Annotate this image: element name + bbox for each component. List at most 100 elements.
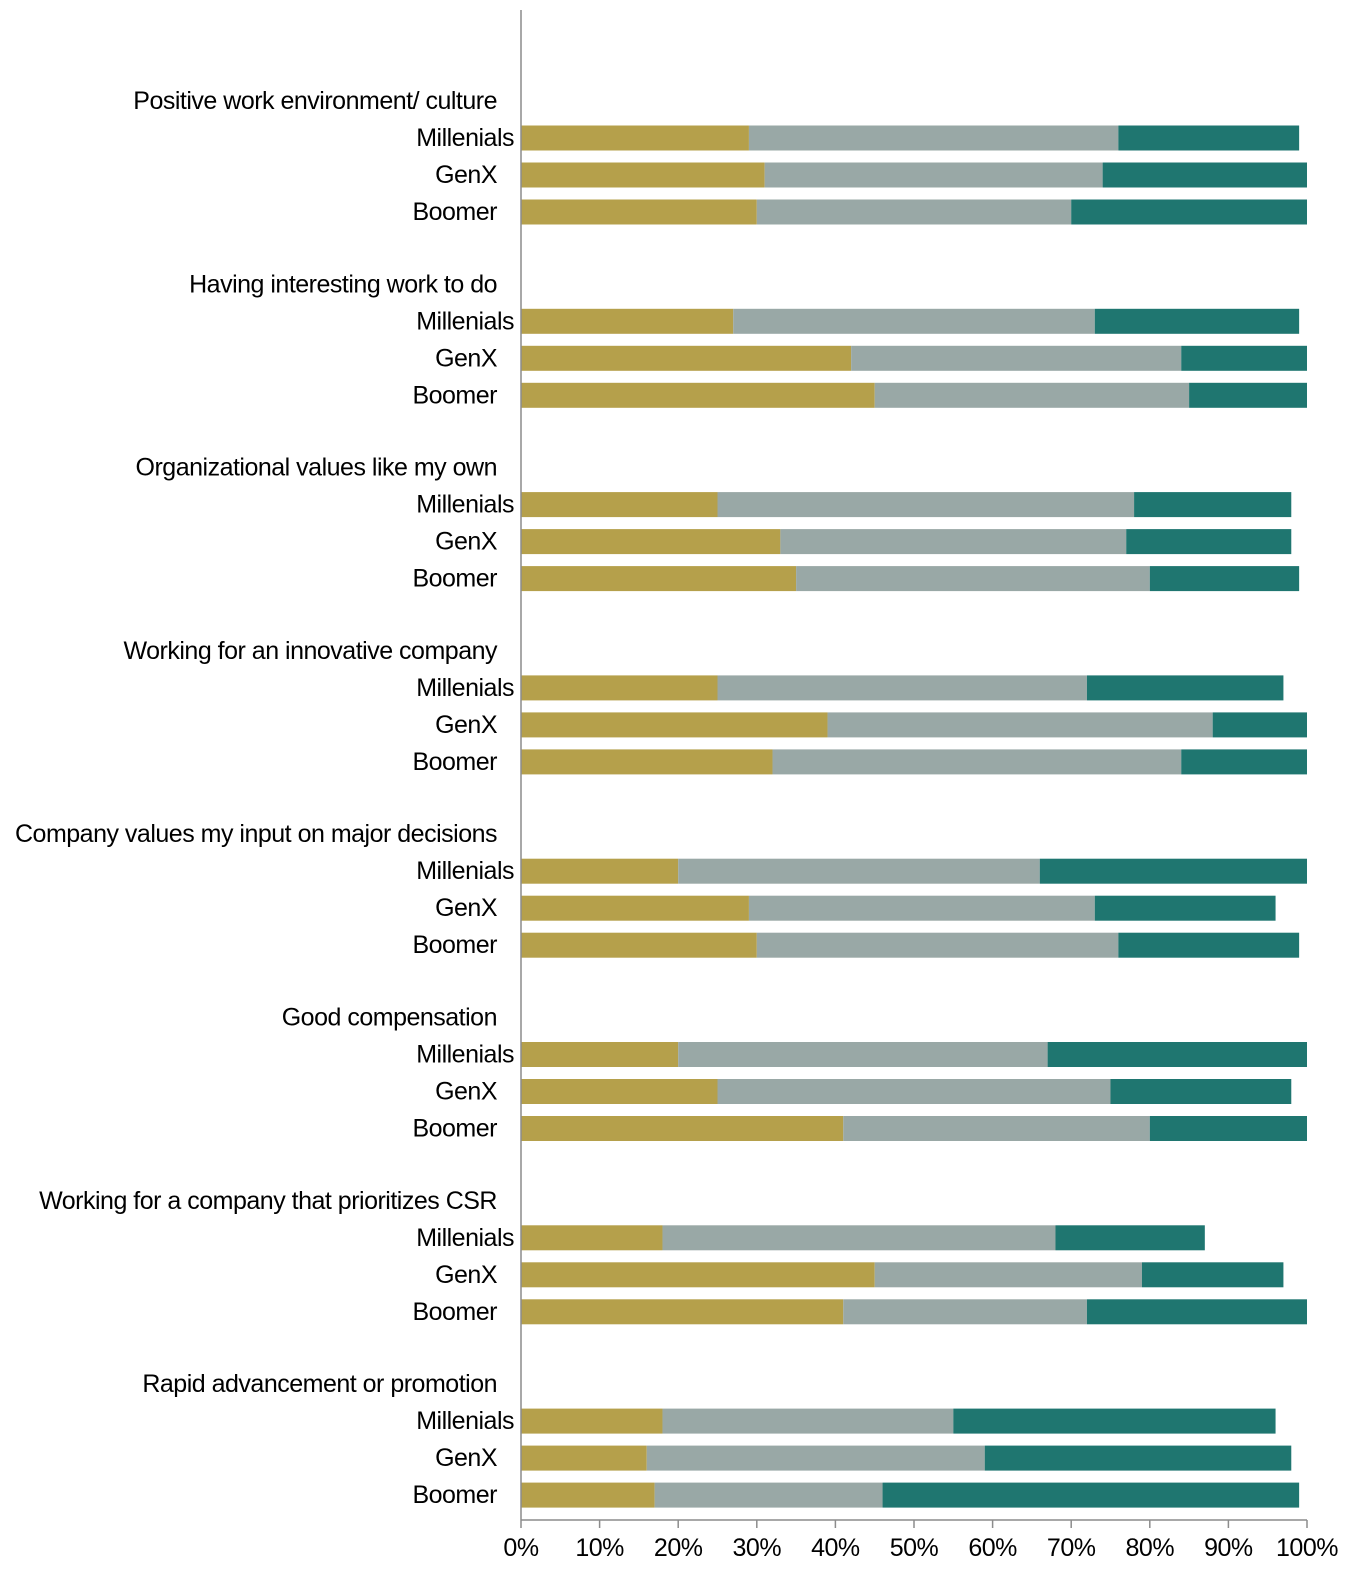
bar-segment	[756, 932, 1119, 958]
bar-segment	[882, 1482, 1300, 1508]
bar-segment	[772, 749, 1182, 775]
bar-segment	[717, 675, 1087, 701]
bars-layer	[521, 125, 1307, 1508]
bar-segment	[1118, 932, 1300, 958]
bar-segment	[678, 1042, 1048, 1067]
labels-layer: Positive work environment/ culture Millen…	[15, 87, 515, 1509]
row-label: Boomer	[412, 931, 497, 959]
x-tick-label: 50%	[890, 1534, 939, 1562]
bar-segment	[1086, 1299, 1307, 1325]
bar-segment	[1189, 382, 1307, 408]
x-tick-label: 40%	[811, 1534, 860, 1562]
bar-segment	[521, 529, 781, 555]
bar-segment	[796, 566, 1150, 592]
x-tick-label: 20%	[654, 1534, 703, 1562]
x-axis: 0% 10% 20% 30% 40% 50% 60% 70% 80% 90% 100%	[503, 10, 1339, 1562]
row-label: GenX	[435, 161, 498, 189]
group-title: Working for an innovative company	[123, 637, 498, 665]
bar-segment	[1126, 529, 1292, 555]
group-title: Working for a company that prioritizes C…	[39, 1187, 497, 1215]
group-title: Positive work environment/ culture	[133, 87, 497, 115]
bar-segment	[1118, 125, 1300, 151]
bar-segment	[662, 1225, 1056, 1251]
bar-segment	[717, 492, 1135, 518]
group-title: Company values my input on major decisio…	[15, 820, 497, 848]
row-label: GenX	[435, 528, 498, 556]
bar-segment	[1094, 308, 1300, 334]
x-tick-label: 90%	[1204, 1534, 1253, 1562]
group-title: Rapid advancement or promotion	[142, 1370, 497, 1398]
bar-segment	[521, 492, 718, 518]
bar-segment	[678, 858, 1040, 884]
bar-segment	[1181, 749, 1307, 775]
bar-segment	[827, 712, 1213, 738]
bar-segment	[521, 1482, 655, 1508]
bar-segment	[953, 1408, 1276, 1434]
bar-segment	[1212, 712, 1307, 738]
bar-segment	[1086, 675, 1284, 701]
row-label: Millenials	[416, 124, 514, 152]
x-tick-label: 30%	[733, 1534, 782, 1562]
bar-segment	[521, 1445, 647, 1471]
row-label: Boomer	[412, 381, 497, 409]
row-label: GenX	[435, 1444, 498, 1472]
bar-segment	[748, 125, 1119, 151]
bar-segment	[521, 895, 749, 921]
bar-segment	[1149, 1116, 1307, 1141]
bar-segment	[521, 382, 875, 408]
bar-segment	[521, 345, 852, 371]
bar-segment	[1110, 1079, 1292, 1104]
bar-segment	[521, 858, 679, 884]
row-label: Boomer	[412, 748, 497, 776]
bar-segment	[521, 1079, 718, 1104]
x-tick-label: 10%	[575, 1534, 624, 1562]
row-label: Millenials	[416, 1407, 514, 1435]
row-label: Boomer	[412, 1481, 497, 1509]
row-label: GenX	[435, 1078, 498, 1106]
x-tick-label: 80%	[1126, 1534, 1175, 1562]
bar-segment	[843, 1116, 1150, 1141]
bar-segment	[874, 382, 1190, 408]
bar-segment	[662, 1408, 954, 1434]
row-label: GenX	[435, 711, 498, 739]
x-tick-label: 100%	[1276, 1534, 1338, 1562]
group-title: Having interesting work to do	[189, 270, 497, 298]
bar-segment	[984, 1445, 1292, 1471]
group-title: Good compensation	[282, 1004, 497, 1032]
bar-segment	[521, 1408, 663, 1434]
bar-segment	[1181, 345, 1307, 371]
row-label: Millenials	[416, 307, 514, 335]
row-label: GenX	[435, 344, 498, 372]
bar-segment	[756, 199, 1072, 225]
x-tick-label: 70%	[1047, 1534, 1096, 1562]
bar-segment	[733, 308, 1095, 334]
bar-segment	[521, 125, 749, 151]
bar-segment	[1071, 199, 1307, 225]
bar-segment	[1047, 1042, 1307, 1067]
row-label: GenX	[435, 894, 498, 922]
bar-segment	[521, 749, 773, 775]
bar-segment	[521, 675, 718, 701]
bar-segment	[521, 1299, 844, 1325]
bar-segment	[851, 345, 1182, 371]
x-tick-label: 0%	[503, 1534, 538, 1562]
bar-segment	[1094, 895, 1276, 921]
bar-segment	[521, 1042, 679, 1067]
bar-segment	[874, 1262, 1142, 1288]
row-label: GenX	[435, 1261, 498, 1289]
bar-segment	[521, 566, 797, 592]
bar-segment	[521, 1116, 844, 1141]
bar-segment	[521, 199, 757, 225]
bar-segment	[521, 932, 757, 958]
bar-segment	[1141, 1262, 1284, 1288]
bar-segment	[748, 895, 1095, 921]
row-label: Boomer	[412, 198, 497, 226]
bar-segment	[521, 1262, 875, 1288]
row-label: Millenials	[416, 857, 514, 885]
bar-segment	[1102, 162, 1307, 188]
row-label: Millenials	[416, 1041, 514, 1069]
row-label: Boomer	[412, 1298, 497, 1326]
row-label: Millenials	[416, 674, 514, 702]
row-label: Boomer	[412, 1115, 497, 1143]
